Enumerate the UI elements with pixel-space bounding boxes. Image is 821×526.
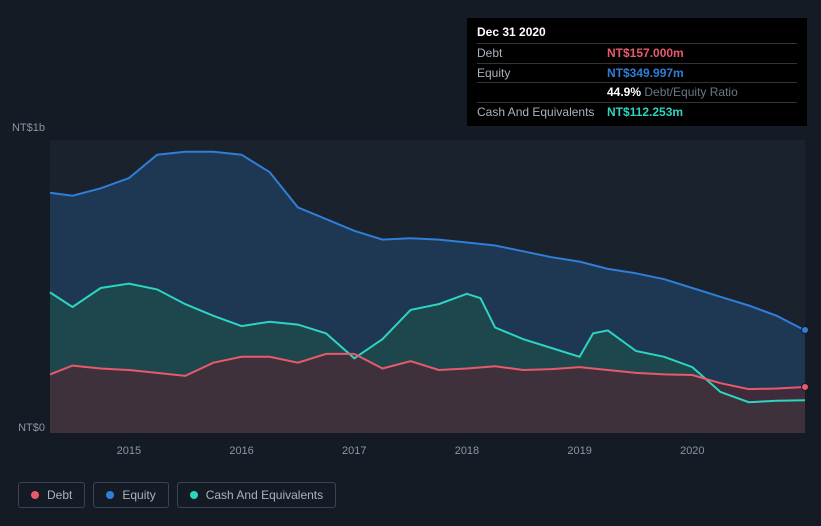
tooltip-value: NT$349.997m xyxy=(607,65,684,82)
x-tick: 2019 xyxy=(567,445,591,457)
legend-item-cash-and-equivalents[interactable]: Cash And Equivalents xyxy=(177,482,336,508)
legend-item-debt[interactable]: Debt xyxy=(18,482,85,508)
end-marker-debt xyxy=(801,383,809,391)
legend-label: Debt xyxy=(47,488,72,502)
x-tick: 2016 xyxy=(229,445,253,457)
x-tick: 2018 xyxy=(455,445,479,457)
y-axis-top-label: NT$1b xyxy=(0,122,45,134)
y-axis-bottom-label: NT$0 xyxy=(0,422,45,434)
tooltip-row: 44.9% Debt/Equity Ratio xyxy=(477,82,797,102)
chart-plot-area[interactable] xyxy=(50,140,805,433)
tooltip-label: Equity xyxy=(477,65,607,82)
x-tick: 2015 xyxy=(117,445,141,457)
tooltip-date: Dec 31 2020 xyxy=(477,24,797,43)
x-axis: 2015 2016 2017 2018 2019 2020 xyxy=(50,445,805,461)
legend-label: Equity xyxy=(122,488,155,502)
tooltip-value: NT$157.000m xyxy=(607,45,684,62)
legend-dot xyxy=(190,491,198,499)
x-tick: 2020 xyxy=(680,445,704,457)
tooltip-label: Debt xyxy=(477,45,607,62)
tooltip-value: NT$112.253m xyxy=(607,104,683,121)
chart-legend: Debt Equity Cash And Equivalents xyxy=(18,482,336,508)
tooltip-row: EquityNT$349.997m xyxy=(477,63,797,83)
chart-svg xyxy=(50,140,805,433)
tooltip-row: Cash And EquivalentsNT$112.253m xyxy=(477,102,797,122)
legend-dot xyxy=(31,491,39,499)
legend-dot xyxy=(106,491,114,499)
legend-item-equity[interactable]: Equity xyxy=(93,482,168,508)
end-marker-equity xyxy=(801,326,809,334)
tooltip-label xyxy=(477,84,607,101)
legend-label: Cash And Equivalents xyxy=(206,488,323,502)
x-tick: 2017 xyxy=(342,445,366,457)
tooltip-row: DebtNT$157.000m xyxy=(477,43,797,63)
tooltip-value: 44.9% Debt/Equity Ratio xyxy=(607,84,738,101)
chart-tooltip: Dec 31 2020 DebtNT$157.000mEquityNT$349.… xyxy=(467,18,807,126)
tooltip-label: Cash And Equivalents xyxy=(477,104,607,121)
